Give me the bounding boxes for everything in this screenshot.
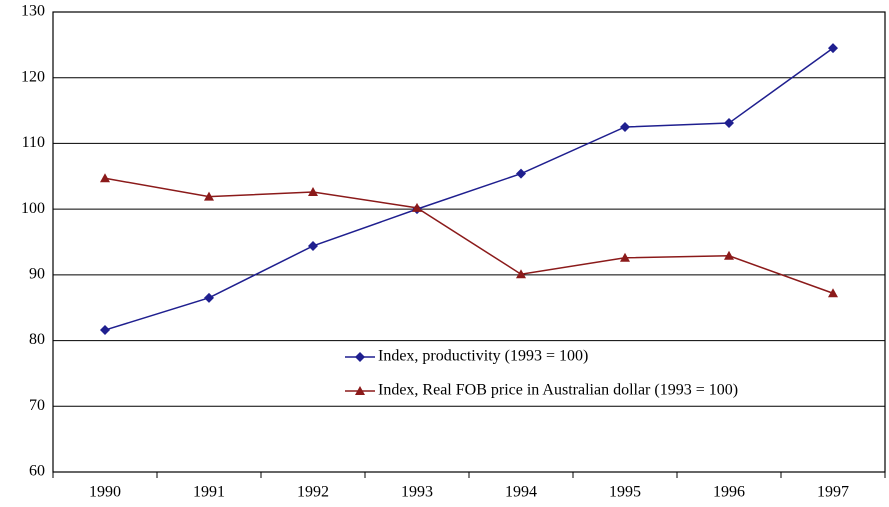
y-tick-label: 100 — [21, 200, 45, 217]
series-line — [104, 47, 834, 331]
legend-marker — [355, 352, 365, 362]
point — [828, 288, 838, 298]
point — [828, 43, 838, 54]
y-tick-label: 120 — [21, 68, 45, 85]
point — [724, 250, 734, 260]
series-line — [104, 177, 834, 294]
y-tick-label: 60 — [29, 463, 45, 480]
point — [308, 240, 318, 251]
x-tick-label: 1992 — [297, 484, 329, 501]
point — [724, 118, 734, 129]
legend-label: Index, productivity (1993 = 100) — [378, 348, 588, 365]
point — [100, 173, 110, 183]
y-tick-label: 130 — [21, 3, 45, 20]
point — [100, 325, 110, 336]
x-tick-label: 1996 — [713, 484, 745, 501]
point — [204, 191, 214, 201]
y-tick-label: 110 — [22, 134, 45, 151]
x-tick-label: 1994 — [505, 484, 537, 501]
legend-marker — [355, 386, 365, 395]
point — [412, 202, 422, 212]
point — [516, 168, 526, 179]
x-tick-label: 1991 — [193, 484, 225, 501]
legend-label: Index, Real FOB price in Australian doll… — [378, 382, 738, 399]
y-tick-label: 90 — [29, 266, 45, 283]
plot-frame — [52, 11, 886, 473]
x-tick-label: 1993 — [401, 484, 433, 501]
x-tick-label: 1990 — [89, 484, 121, 501]
point — [620, 252, 630, 262]
point — [620, 122, 630, 132]
point — [308, 187, 318, 197]
point — [516, 269, 526, 279]
point — [204, 292, 214, 303]
y-tick-label: 70 — [29, 397, 45, 414]
x-tick-label: 1997 — [817, 484, 849, 501]
x-tick-label: 1995 — [609, 484, 641, 501]
y-tick-label: 80 — [29, 331, 45, 348]
